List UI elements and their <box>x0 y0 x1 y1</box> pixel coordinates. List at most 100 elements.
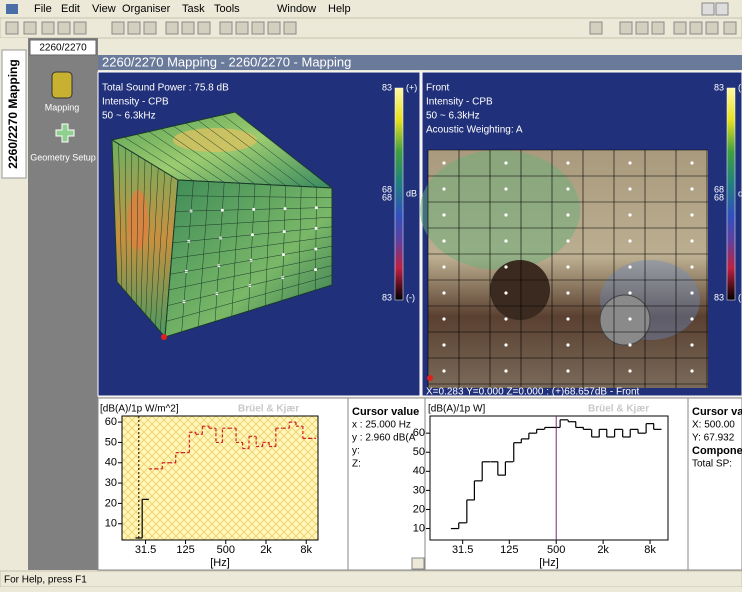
y-tick-label: 20 <box>105 497 117 509</box>
mesh-dot <box>566 265 569 268</box>
view-info: Acoustic Weighting: A <box>426 125 523 136</box>
toolbar-button[interactable] <box>112 22 124 34</box>
toolbar-button[interactable] <box>252 22 264 34</box>
toolbar-button[interactable] <box>590 22 602 34</box>
toolbar-button[interactable] <box>24 22 36 34</box>
toolbar-button[interactable] <box>674 22 686 34</box>
view-info: Intensity - CPB <box>102 97 169 108</box>
x-tick-label: 2k <box>597 544 609 556</box>
scale-label: 68 <box>382 192 392 202</box>
mesh-dot <box>690 265 693 268</box>
toolbar-button[interactable] <box>636 22 648 34</box>
mesh-dot <box>628 187 631 190</box>
restore-button[interactable] <box>716 3 728 15</box>
mesh-dot <box>628 265 631 268</box>
mesh-dot <box>221 209 224 212</box>
menu-item[interactable]: Task <box>182 3 205 15</box>
sidebar-item[interactable]: Geometry Setup <box>30 152 96 162</box>
status-bar <box>0 571 742 587</box>
toolbar-button[interactable] <box>220 22 232 34</box>
scroll-button[interactable] <box>412 558 424 569</box>
mesh-dot <box>504 265 507 268</box>
mesh-dot <box>315 227 318 230</box>
toolbar-button[interactable] <box>144 22 156 34</box>
toolbar-button[interactable] <box>166 22 178 34</box>
mesh-dot <box>628 213 631 216</box>
mesh-dot <box>442 265 445 268</box>
status-text: For Help, press F1 <box>4 575 87 586</box>
intensity-overlay <box>420 150 580 270</box>
mesh-dot <box>504 213 507 216</box>
menu-item[interactable]: Window <box>277 3 316 15</box>
menu-item[interactable]: Organiser <box>122 3 171 15</box>
toolbar-button[interactable] <box>706 22 718 34</box>
toolbar-button[interactable] <box>690 22 702 34</box>
cursor-line: y : 2.960 dB(A <box>352 433 416 444</box>
toolbar-button[interactable] <box>42 22 54 34</box>
sidebar <box>28 38 98 570</box>
photo-object <box>600 295 650 345</box>
mesh-dot <box>690 291 693 294</box>
menu-item[interactable]: File <box>34 3 52 15</box>
y-tick-label: 50 <box>413 446 425 458</box>
toolbar-button[interactable] <box>620 22 632 34</box>
mesh-dot <box>690 239 693 242</box>
menu-item[interactable]: Help <box>328 3 351 15</box>
watermark: Brüel & Kjær <box>588 404 649 415</box>
mesh-dot <box>442 291 445 294</box>
mesh-dot <box>690 213 693 216</box>
toolbar-button[interactable] <box>724 22 736 34</box>
mesh-dot <box>314 248 317 251</box>
toolbar-button[interactable] <box>128 22 140 34</box>
x-tick-label: 500 <box>547 544 565 556</box>
mesh-dot <box>442 239 445 242</box>
watermark: Brüel & Kjær <box>238 404 299 415</box>
mesh-dot <box>442 161 445 164</box>
mesh-dot <box>628 161 631 164</box>
menu-item[interactable]: View <box>92 3 116 15</box>
view-info: Intensity - CPB <box>426 97 493 108</box>
mesh-dot <box>442 343 445 346</box>
mesh-dot <box>566 239 569 242</box>
toolbar-button[interactable] <box>6 22 18 34</box>
toolbar-button[interactable] <box>74 22 86 34</box>
mesh-dot <box>504 161 507 164</box>
toolbar-button[interactable] <box>236 22 248 34</box>
y-tick-label: 20 <box>413 503 425 515</box>
mesh-dot <box>690 369 693 372</box>
minimize-button[interactable] <box>702 3 714 15</box>
cursor-line: y: <box>352 446 360 457</box>
plot-area <box>430 416 668 540</box>
menu-item[interactable]: Edit <box>61 3 80 15</box>
sidebar-item[interactable]: Mapping <box>45 102 80 112</box>
mesh-dot <box>566 161 569 164</box>
toolbar-button[interactable] <box>198 22 210 34</box>
cursor-line: x : 25.000 Hz <box>352 420 411 431</box>
mesh-dot <box>628 369 631 372</box>
mesh-dot <box>628 343 631 346</box>
mesh-dot <box>628 317 631 320</box>
toolbar-button[interactable] <box>652 22 664 34</box>
toolbar-button[interactable] <box>58 22 70 34</box>
scale-label: (+) <box>738 82 742 92</box>
y-tick-label: 10 <box>105 518 117 530</box>
mesh-dot <box>504 239 507 242</box>
view-info: 50 ~ 6.3kHz <box>102 111 156 122</box>
cursor-line: X: 500.00 <box>692 420 735 431</box>
toolbar-button[interactable] <box>284 22 296 34</box>
mesh-dot <box>690 187 693 190</box>
menu-item[interactable]: Tools <box>214 3 240 15</box>
toolbar-button[interactable] <box>268 22 280 34</box>
mesh-dot <box>442 187 445 190</box>
mapping-icon[interactable] <box>52 72 72 98</box>
y-axis-label: [dB(A)/1p W] <box>428 404 485 415</box>
mesh-dot <box>566 291 569 294</box>
toolbar-button[interactable] <box>182 22 194 34</box>
mesh-dot <box>504 187 507 190</box>
scale-label: 83 <box>714 82 724 92</box>
scale-label: 83 <box>382 82 392 92</box>
cursor-line: Total SP: <box>692 459 732 470</box>
mesh-dot <box>504 317 507 320</box>
x-tick-label: 31.5 <box>135 544 156 556</box>
